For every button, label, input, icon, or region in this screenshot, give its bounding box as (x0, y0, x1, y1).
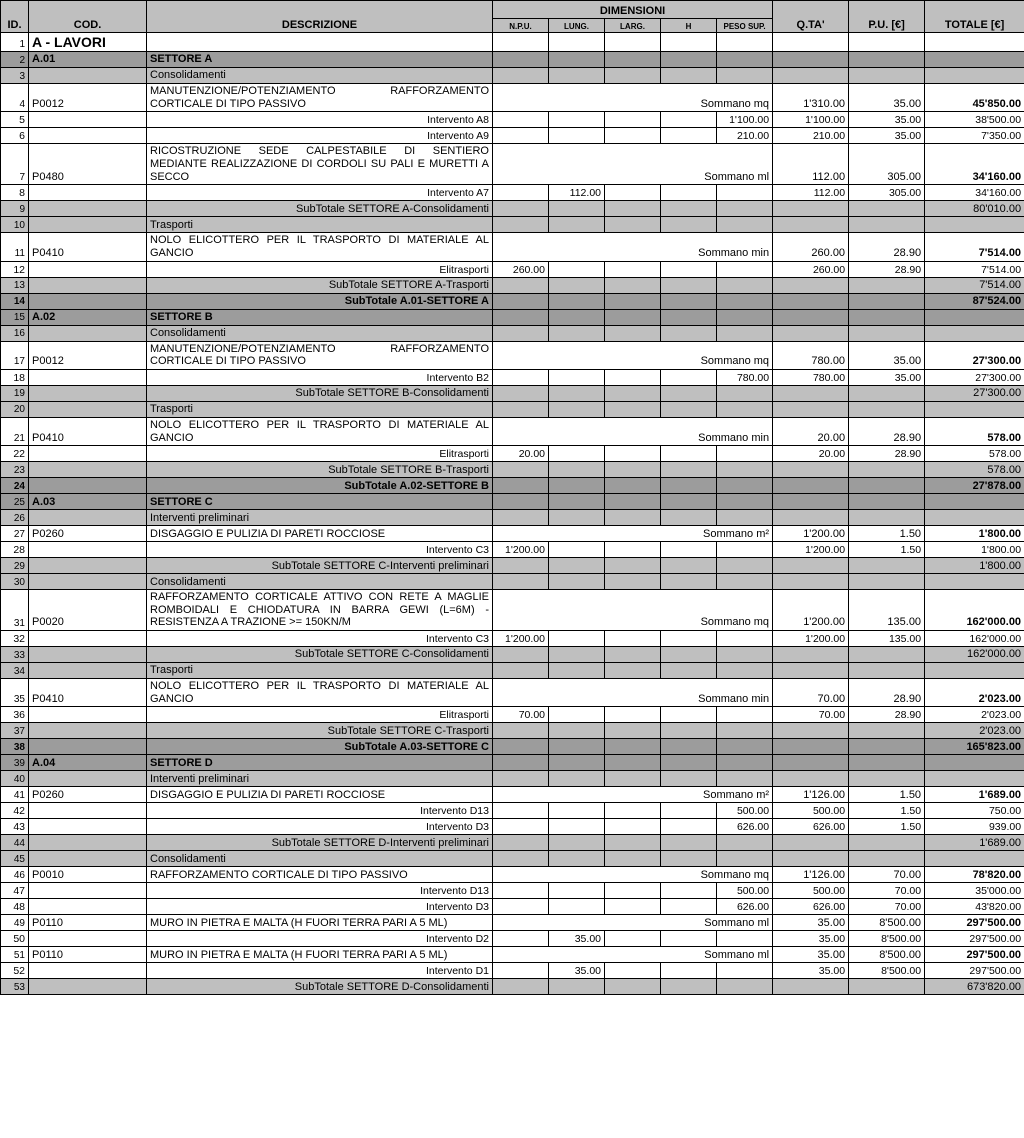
table-row: 21P0410NOLO ELICOTTERO PER IL TRASPORTO … (1, 417, 1024, 445)
table-row: 34Trasporti (1, 663, 1024, 679)
table-header: ID. COD. DESCRIZIONE DIMENSIONI Q.TA' P.… (1, 1, 1024, 33)
table-row: 23SubTotale SETTORE B-Trasporti578.00 (1, 462, 1024, 478)
table-row: 19SubTotale SETTORE B-Consolidamenti27'3… (1, 385, 1024, 401)
table-row: 12Elitrasporti260.00260.0028.907'514.00 (1, 261, 1024, 277)
table-row: 17P0012MANUTENZIONE/POTENZIAMENTO RAFFOR… (1, 341, 1024, 369)
th-id: ID. (1, 1, 29, 33)
table-row: 11P0410NOLO ELICOTTERO PER IL TRASPORTO … (1, 233, 1024, 261)
th-lung: LUNG. (549, 19, 605, 33)
table-row: 9SubTotale SETTORE A-Consolidamenti80'01… (1, 201, 1024, 217)
table-row: 18Intervento B2780.00780.0035.0027'300.0… (1, 369, 1024, 385)
table-row: 47Intervento D13500.00500.0070.0035'000.… (1, 883, 1024, 899)
table-row: 6Intervento A9210.00210.0035.007'350.00 (1, 128, 1024, 144)
table-row: 44SubTotale SETTORE D-Interventi prelimi… (1, 835, 1024, 851)
table-row: 40Interventi preliminari (1, 771, 1024, 787)
table-row: 48Intervento D3626.00626.0070.0043'820.0… (1, 899, 1024, 915)
table-row: 5Intervento A81'100.001'100.0035.0038'50… (1, 112, 1024, 128)
th-tot: TOTALE [€] (925, 1, 1024, 33)
table-row: 1A - LAVORI (1, 33, 1024, 52)
table-row: 50Intervento D235.0035.008'500.00297'500… (1, 931, 1024, 947)
table-row: 3Consolidamenti (1, 68, 1024, 84)
table-body: 1A - LAVORI2A.01SETTORE A3Consolidamenti… (1, 33, 1024, 995)
table-row: 4P0012MANUTENZIONE/POTENZIAMENTO RAFFORZ… (1, 84, 1024, 112)
table-row: 24SubTotale A.02-SETTORE B27'878.00 (1, 478, 1024, 494)
table-row: 53SubTotale SETTORE D-Consolidamenti673'… (1, 979, 1024, 995)
th-peso: PESO SUP. (717, 19, 773, 33)
th-pu: P.U. [€] (849, 1, 925, 33)
table-row: 41P0260DISGAGGIO E PULIZIA DI PARETI ROC… (1, 787, 1024, 803)
th-qta: Q.TA' (773, 1, 849, 33)
table-row: 52Intervento D135.0035.008'500.00297'500… (1, 963, 1024, 979)
table-row: 13SubTotale SETTORE A-Trasporti7'514.00 (1, 277, 1024, 293)
boq-table: ID. COD. DESCRIZIONE DIMENSIONI Q.TA' P.… (0, 0, 1024, 995)
table-row: 20Trasporti (1, 401, 1024, 417)
th-cod: COD. (29, 1, 147, 33)
table-row: 2A.01SETTORE A (1, 52, 1024, 68)
table-row: 51P0110MURO IN PIETRA E MALTA (H FUORI T… (1, 947, 1024, 963)
table-row: 8Intervento A7112.00112.00305.0034'160.0… (1, 185, 1024, 201)
table-row: 7P0480RICOSTRUZIONE SEDE CALPESTABILE DI… (1, 144, 1024, 185)
table-row: 14SubTotale A.01-SETTORE A87'524.00 (1, 293, 1024, 309)
th-npu: N.P.U. (493, 19, 549, 33)
th-larg: LARG. (605, 19, 661, 33)
table-row: 35P0410NOLO ELICOTTERO PER IL TRASPORTO … (1, 679, 1024, 707)
table-row: 29SubTotale SETTORE C-Interventi prelimi… (1, 558, 1024, 574)
table-row: 28Intervento C31'200.001'200.001.501'800… (1, 542, 1024, 558)
table-row: 46P0010RAFFORZAMENTO CORTICALE DI TIPO P… (1, 867, 1024, 883)
table-row: 10Trasporti (1, 217, 1024, 233)
table-row: 43Intervento D3626.00626.001.50939.00 (1, 819, 1024, 835)
table-row: 31P0020RAFFORZAMENTO CORTICALE ATTIVO CO… (1, 590, 1024, 631)
table-row: 26Interventi preliminari (1, 510, 1024, 526)
table-row: 37SubTotale SETTORE C-Trasporti2'023.00 (1, 723, 1024, 739)
th-h: H (661, 19, 717, 33)
table-row: 36Elitrasporti70.0070.0028.902'023.00 (1, 707, 1024, 723)
table-row: 22Elitrasporti20.0020.0028.90578.00 (1, 446, 1024, 462)
table-row: 16Consolidamenti (1, 325, 1024, 341)
table-row: 32Intervento C31'200.001'200.00135.00162… (1, 631, 1024, 647)
table-row: 45Consolidamenti (1, 851, 1024, 867)
th-desc: DESCRIZIONE (147, 1, 493, 33)
table-row: 49P0110MURO IN PIETRA E MALTA (H FUORI T… (1, 915, 1024, 931)
table-row: 25A.03SETTORE C (1, 494, 1024, 510)
table-row: 42Intervento D13500.00500.001.50750.00 (1, 803, 1024, 819)
table-row: 39A.04SETTORE D (1, 755, 1024, 771)
table-row: 15A.02SETTORE B (1, 309, 1024, 325)
table-row: 33SubTotale SETTORE C-Consolidamenti162'… (1, 647, 1024, 663)
table-row: 27P0260DISGAGGIO E PULIZIA DI PARETI ROC… (1, 526, 1024, 542)
table-row: 30Consolidamenti (1, 574, 1024, 590)
th-dim: DIMENSIONI (493, 1, 773, 19)
table-row: 38SubTotale A.03-SETTORE C165'823.00 (1, 739, 1024, 755)
